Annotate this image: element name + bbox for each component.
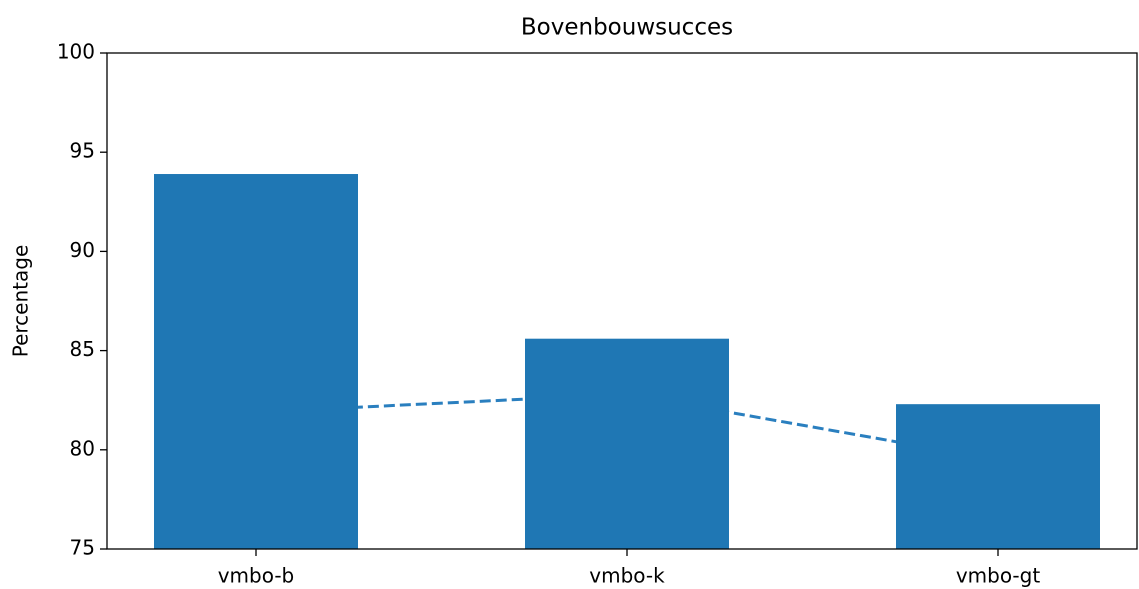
bar	[896, 404, 1100, 549]
y-tick-label: 80	[70, 436, 95, 460]
y-tick-label: 85	[70, 337, 95, 361]
y-tick-label: 75	[70, 536, 95, 560]
y-tick-label: 100	[57, 40, 95, 64]
y-axis-label: Percentage	[9, 245, 33, 358]
x-tick-label: vmbo-gt	[956, 564, 1041, 588]
x-tick-label: vmbo-b	[218, 564, 295, 588]
plot-frame	[106, 52, 1138, 550]
x-tick-label: vmbo-k	[589, 564, 665, 588]
chart-title: Bovenbouwsucces	[521, 15, 733, 41]
bar	[154, 174, 358, 550]
y-tick-label: 95	[70, 139, 95, 163]
y-tick-label: 90	[70, 238, 95, 262]
bar	[525, 338, 729, 549]
